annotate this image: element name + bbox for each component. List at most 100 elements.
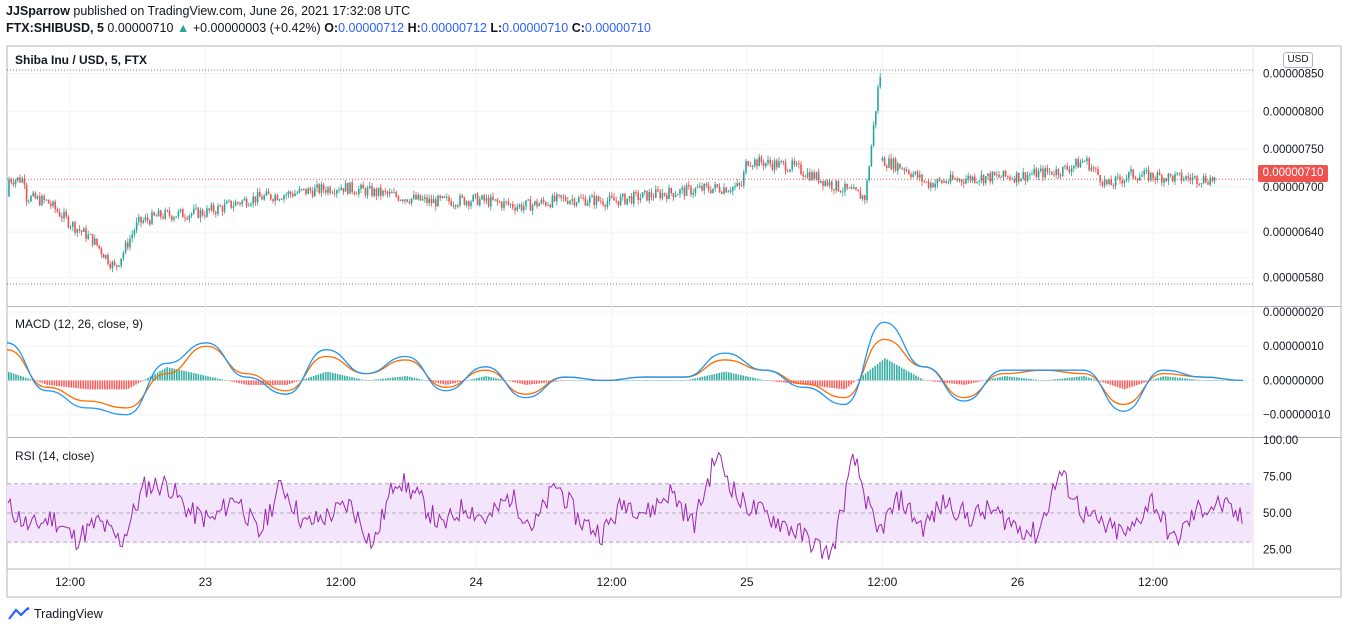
histogram-bar: [15, 374, 17, 381]
candle-body: [386, 191, 389, 194]
candle-body: [105, 254, 107, 259]
candle-body: [1037, 170, 1040, 178]
publisher-name[interactable]: JJSparrow: [6, 4, 70, 18]
candle-body: [327, 187, 329, 193]
histogram-bar: [989, 379, 992, 381]
candle-body: [91, 234, 94, 245]
candle-body: [171, 215, 173, 220]
tradingview-logo[interactable]: TradingView: [8, 607, 103, 621]
candle-body: [820, 180, 822, 183]
histogram-bar: [137, 380, 140, 384]
candle-body: [789, 169, 791, 172]
candle-body: [1099, 175, 1101, 183]
candle-body: [699, 185, 701, 188]
candle-body: [296, 192, 298, 194]
histogram-bar: [1224, 380, 1227, 381]
histogram-bar: [255, 380, 257, 385]
candle-body: [353, 191, 356, 194]
histogram-bar: [800, 380, 802, 385]
histogram-bar: [308, 377, 310, 381]
histogram-bar: [168, 367, 171, 381]
candle-body: [800, 164, 802, 175]
histogram-bar: [401, 376, 404, 381]
candle-body: [976, 181, 978, 183]
histogram-bar: [363, 379, 365, 381]
candle-body: [122, 252, 125, 259]
histogram-bar: [1215, 380, 1217, 381]
histogram-bar: [209, 376, 212, 381]
candle-body: [947, 182, 950, 184]
candle-body: [584, 198, 587, 206]
candle-body: [221, 206, 224, 212]
candle-body: [749, 165, 752, 167]
candle-body: [1040, 168, 1042, 171]
candle-body: [886, 165, 888, 168]
candle-body: [672, 193, 675, 198]
histogram-bar: [564, 380, 567, 381]
histogram-bar: [694, 378, 696, 381]
candle-body: [417, 194, 419, 200]
candle-body: [393, 192, 395, 194]
currency-button[interactable]: USD: [1283, 52, 1313, 68]
histogram-bar: [754, 378, 756, 381]
candle-body: [52, 201, 54, 207]
candle-body: [270, 194, 272, 200]
candle-body: [239, 203, 241, 205]
histogram-bar: [672, 380, 675, 381]
candle-body: [358, 189, 360, 195]
histogram-bar: [411, 377, 413, 381]
histogram-bar: [876, 363, 879, 381]
candle-body: [936, 178, 939, 184]
histogram-bar: [368, 380, 370, 381]
histogram-bar: [104, 380, 106, 390]
histogram-bar: [776, 380, 778, 382]
candle-body: [377, 187, 380, 196]
histogram-bar: [1152, 379, 1155, 381]
candle-body: [1163, 178, 1165, 183]
candle-body: [762, 162, 765, 167]
candle-body: [674, 195, 677, 198]
candle-body: [1123, 180, 1126, 184]
current-price-tag: 0.00000710: [1258, 165, 1328, 182]
candle-body: [855, 187, 857, 190]
histogram-bar: [730, 372, 732, 381]
candle-body: [782, 161, 785, 163]
histogram-bar: [632, 380, 634, 381]
histogram-bar: [910, 372, 912, 381]
candle-body: [426, 197, 428, 203]
histogram-bar: [536, 380, 538, 384]
histogram-bar: [68, 380, 70, 388]
candle-body: [140, 216, 142, 223]
histogram-bar: [200, 374, 202, 381]
candle-body: [463, 197, 466, 205]
candle-body: [124, 242, 127, 253]
histogram-bar: [329, 372, 332, 381]
histogram-bar: [828, 380, 831, 388]
histogram-bar: [408, 376, 411, 381]
candle-body: [679, 189, 681, 195]
candle-body: [899, 163, 901, 169]
histogram-bar: [1100, 380, 1102, 382]
candle-body: [646, 190, 648, 201]
candle-body: [1015, 172, 1018, 183]
candle-body: [67, 216, 70, 228]
histogram-bar: [1121, 380, 1124, 389]
histogram-bar: [675, 380, 677, 381]
histogram-bar: [574, 380, 576, 381]
histogram-bar: [1186, 378, 1188, 381]
histogram-bar: [272, 380, 274, 385]
histogram-bar: [1119, 380, 1121, 388]
histogram-bar: [526, 380, 528, 385]
histogram-bar: [276, 380, 279, 385]
candle-body: [318, 184, 320, 193]
candle-body: [846, 183, 848, 189]
histogram-bar: [80, 380, 82, 389]
candle-body: [1156, 172, 1159, 180]
candle-body: [578, 197, 580, 203]
histogram-bar: [831, 380, 833, 388]
histogram-bar: [1006, 376, 1008, 381]
histogram-bar: [948, 380, 951, 384]
histogram-bar: [1184, 378, 1186, 381]
time-tick-label: 12:00: [596, 575, 626, 589]
candle-body: [1172, 175, 1174, 182]
